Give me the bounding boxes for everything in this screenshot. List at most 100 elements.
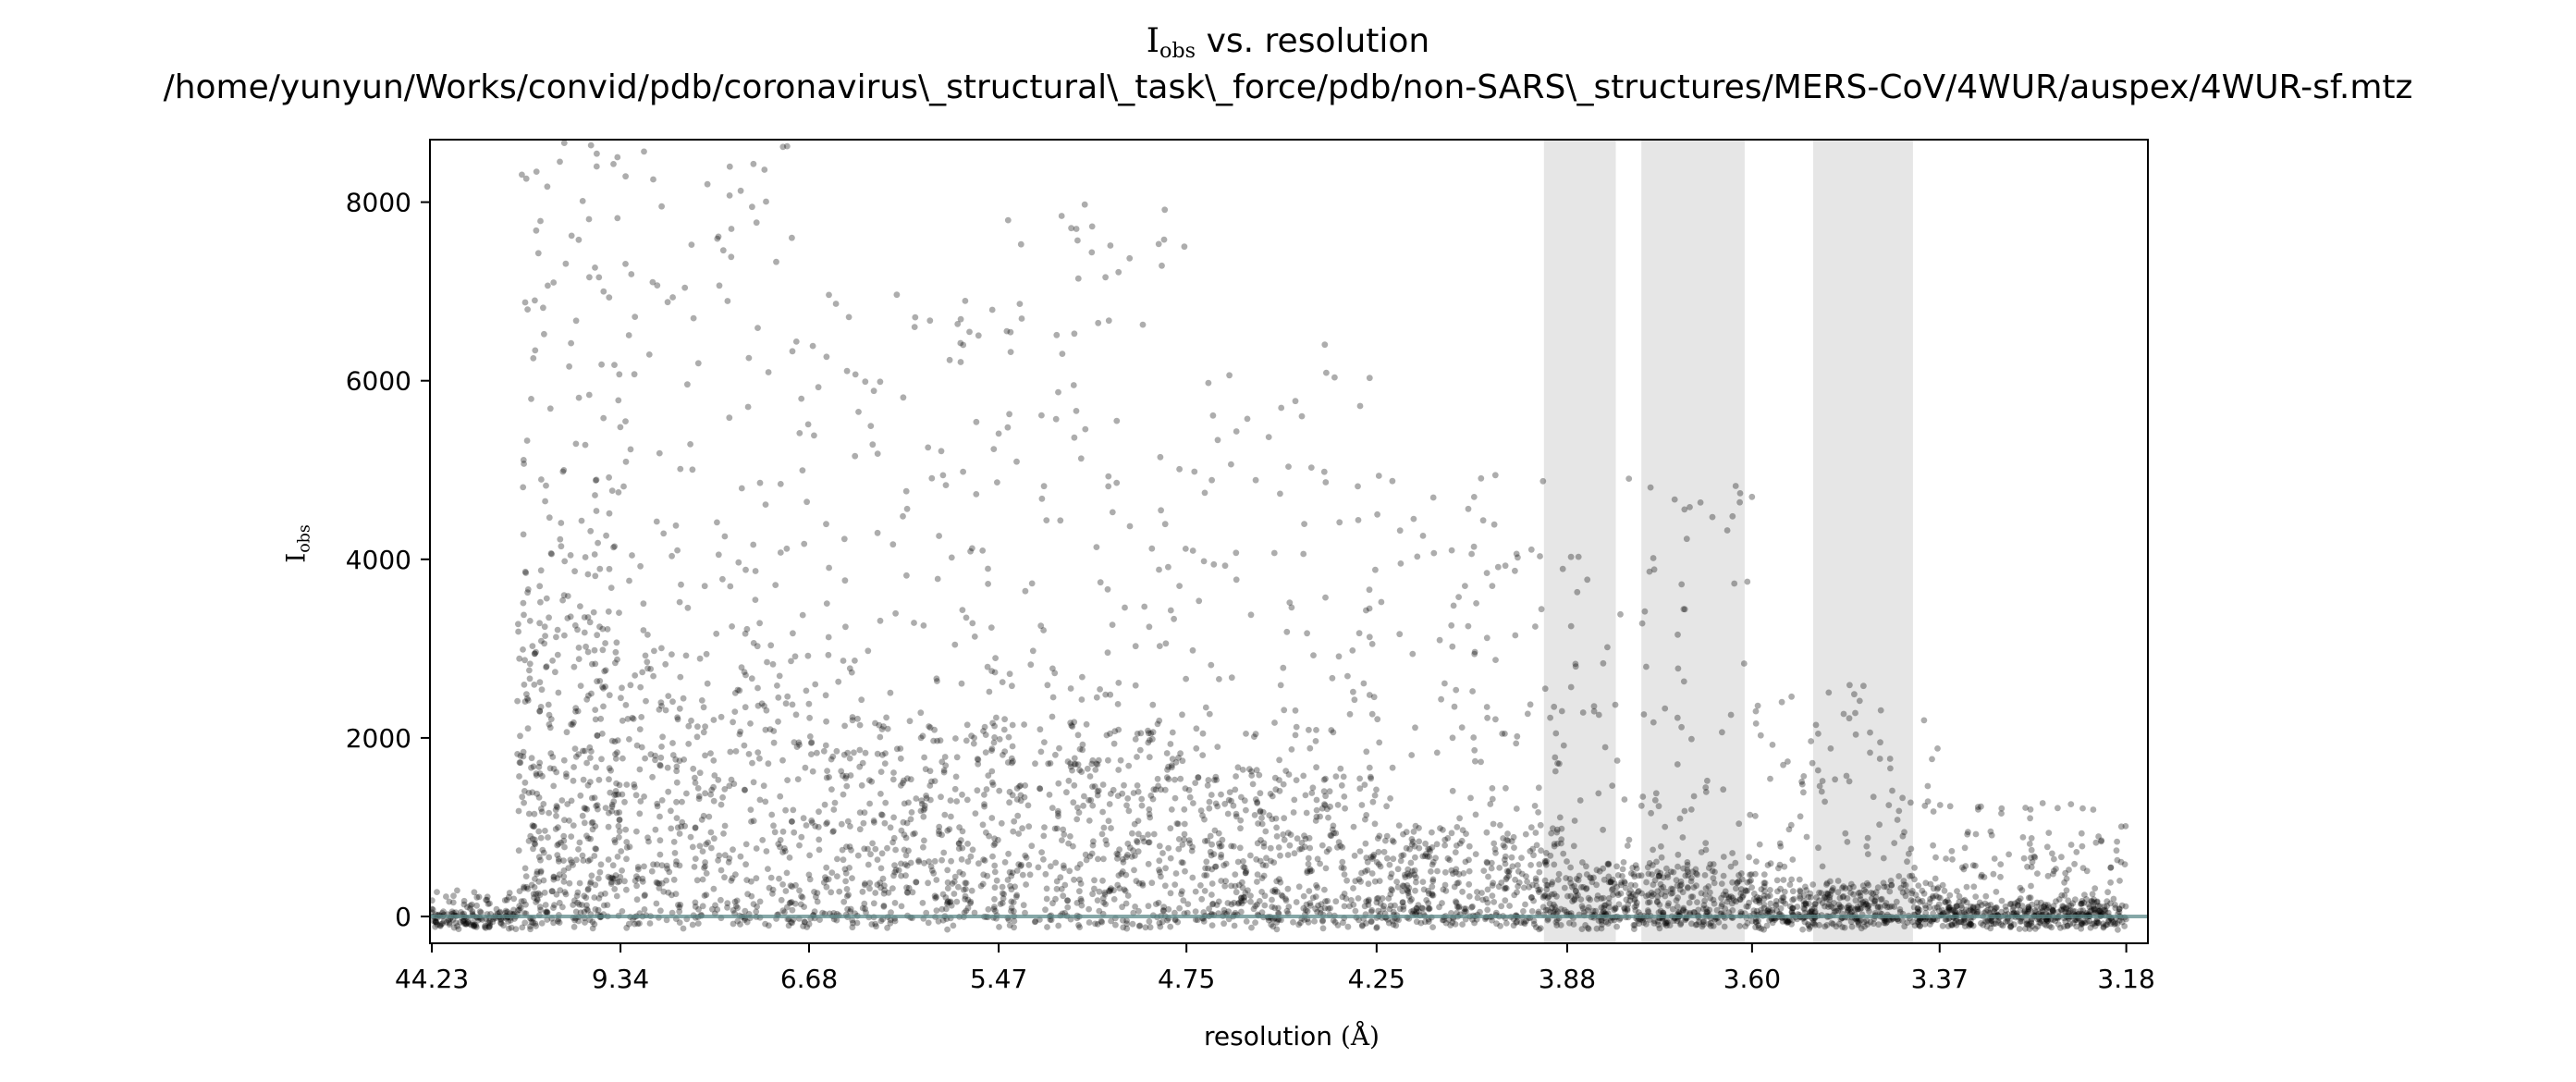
data-point <box>1007 349 1014 355</box>
data-point <box>1038 495 1046 502</box>
data-point <box>1951 908 1958 916</box>
data-point <box>1683 535 1690 543</box>
y-tick-label: 2000 <box>346 723 411 754</box>
data-point <box>955 883 962 891</box>
data-point <box>1366 633 1373 641</box>
data-point <box>1055 388 1061 396</box>
data-point <box>901 831 908 838</box>
data-point <box>1900 881 1907 888</box>
data-point <box>2077 901 2084 907</box>
data-point <box>1049 805 1056 811</box>
data-point <box>1609 782 1616 789</box>
data-point <box>485 924 493 930</box>
data-point <box>1593 925 1601 932</box>
data-point <box>618 848 625 855</box>
data-point <box>1823 881 1830 888</box>
data-point <box>1505 872 1513 879</box>
data-point <box>728 776 735 783</box>
data-point <box>1709 867 1716 875</box>
data-point <box>1674 894 1681 902</box>
data-point <box>1001 859 1009 866</box>
data-point <box>1755 917 1761 925</box>
data-point <box>521 919 529 927</box>
data-point <box>1120 916 1126 924</box>
data-point <box>1780 877 1787 883</box>
data-point <box>1358 802 1366 808</box>
data-point <box>840 658 847 664</box>
data-point <box>741 669 748 675</box>
data-point <box>897 755 904 762</box>
data-point <box>1444 835 1452 842</box>
data-point <box>606 565 613 572</box>
data-point <box>773 258 779 265</box>
data-point <box>1663 865 1670 872</box>
data-point <box>1742 887 1749 893</box>
data-point <box>2118 902 2126 909</box>
data-point <box>1524 879 1530 885</box>
data-point <box>1778 897 1785 904</box>
data-point <box>568 859 575 867</box>
data-point <box>1828 888 1835 894</box>
data-point <box>822 692 829 699</box>
data-point <box>1887 765 1894 772</box>
data-point <box>731 690 739 696</box>
data-point <box>951 785 959 793</box>
data-point <box>2086 917 2093 925</box>
data-point <box>700 729 707 736</box>
data-point <box>1761 879 1769 887</box>
data-point <box>1460 870 1467 877</box>
data-point <box>2050 870 2056 878</box>
data-point <box>1653 858 1660 866</box>
data-point <box>852 371 859 378</box>
data-point <box>1827 878 1834 885</box>
data-point <box>1750 907 1758 915</box>
data-point <box>728 226 735 232</box>
data-point <box>1767 900 1774 907</box>
data-point <box>534 895 541 903</box>
data-point <box>1411 871 1418 879</box>
data-point <box>1755 896 1762 904</box>
data-point <box>750 640 757 646</box>
data-point <box>2112 920 2119 927</box>
data-point <box>1058 213 1065 219</box>
data-point <box>1504 830 1511 837</box>
data-point <box>955 840 963 847</box>
data-point <box>592 660 599 668</box>
data-point <box>454 923 460 929</box>
data-point <box>1839 884 1846 891</box>
data-point <box>2080 918 2087 925</box>
data-point <box>1013 458 1020 465</box>
data-point <box>1914 905 1921 912</box>
data-point <box>862 905 868 913</box>
data-point <box>1078 768 1086 775</box>
data-point <box>1377 900 1384 907</box>
data-point <box>1670 868 1677 876</box>
data-point <box>1145 739 1152 746</box>
data-point <box>1129 830 1135 837</box>
data-point <box>844 818 852 825</box>
data-point <box>1571 895 1578 903</box>
data-point <box>2114 856 2121 864</box>
data-point <box>801 540 808 547</box>
data-point <box>589 826 596 833</box>
data-point <box>1862 901 1870 907</box>
data-point <box>2100 923 2107 930</box>
data-point <box>1657 869 1664 877</box>
data-point <box>1484 906 1491 914</box>
data-point <box>2088 906 2095 914</box>
data-point <box>1171 615 1177 622</box>
data-point <box>1936 802 1944 808</box>
data-point <box>1461 905 1467 913</box>
data-point <box>1548 880 1555 888</box>
data-point <box>1511 891 1518 899</box>
data-point <box>808 751 815 757</box>
x-tick-label: 3.37 <box>1911 964 1969 994</box>
data-point <box>905 884 913 891</box>
data-point <box>1852 897 1859 904</box>
data-point <box>535 854 543 861</box>
data-point <box>1622 879 1628 887</box>
data-point <box>1497 922 1503 929</box>
data-point <box>1182 867 1188 875</box>
data-point <box>1876 756 1883 762</box>
data-point <box>1148 545 1156 552</box>
